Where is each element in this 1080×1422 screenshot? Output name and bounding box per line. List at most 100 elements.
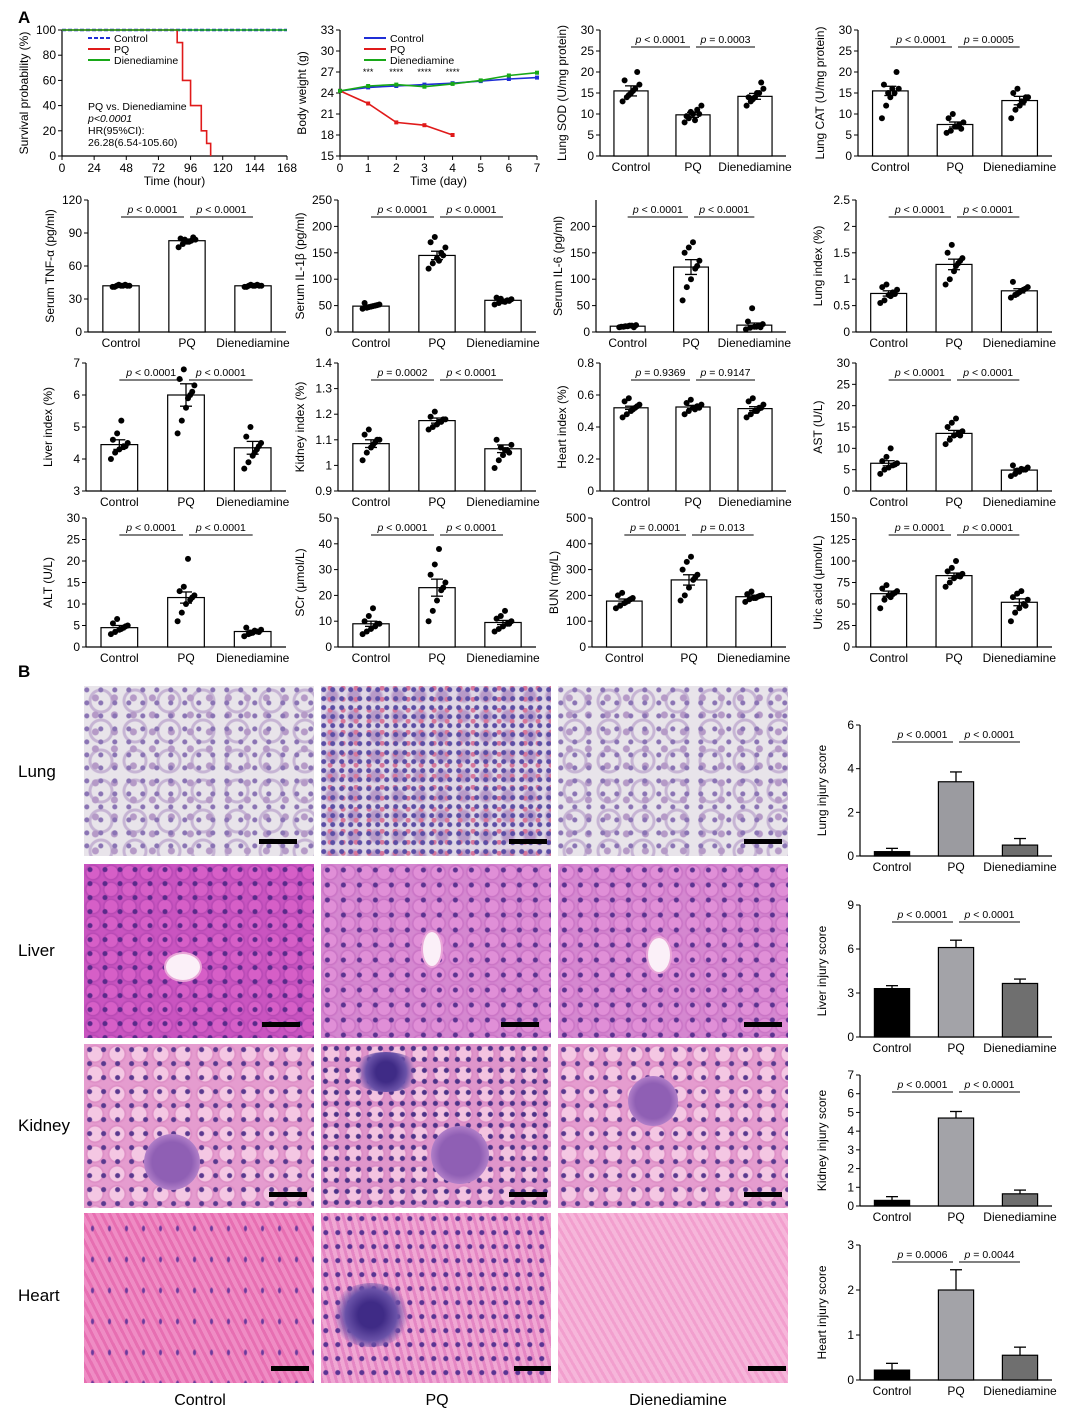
legend-label: Dienediamine [390, 55, 454, 67]
y-tick-label: 2 [847, 1162, 854, 1176]
p-value-label: p < 0.0001 [962, 367, 1013, 379]
bar-pq [168, 240, 206, 333]
y-tick-label: 4 [847, 1124, 854, 1138]
chart-heartscore: 0 1 2 3 Heart injury score Control PQ Dienediam… [815, 1238, 1057, 1398]
data-point [879, 458, 886, 465]
p-value-label: p < 0.0001 [635, 34, 686, 46]
y-tick-label: 0.8 [577, 356, 594, 370]
data-point [757, 324, 764, 331]
y-tick-label: 10 [839, 107, 853, 121]
x-tick-label: 24 [87, 161, 101, 175]
data-point [883, 281, 890, 288]
data-point [948, 241, 955, 248]
data-point [681, 592, 688, 599]
data-point [506, 77, 511, 81]
data-point [176, 588, 183, 595]
micrograph-liver-dienediamine [558, 864, 788, 1038]
data-point [885, 90, 892, 96]
x-tick-label: Control [869, 495, 908, 509]
bar-pq [418, 254, 456, 333]
data-point [431, 561, 438, 568]
data-point [180, 583, 187, 590]
p-value-label: p < 0.0001 [897, 909, 948, 921]
x-tick-label: Control [873, 1041, 912, 1055]
data-point [431, 408, 438, 415]
y-tick-label: 5 [73, 420, 80, 434]
y-tick-label: 30 [321, 44, 335, 58]
y-tick-label: 150 [570, 246, 590, 260]
p-value-label: p < 0.0001 [964, 1079, 1015, 1091]
y-axis-label: Kidney injury score [815, 1089, 829, 1191]
data-point [893, 69, 900, 75]
x-tick-label: Control [100, 651, 139, 665]
bar-pq [937, 946, 975, 1038]
chart-uric: 0 25 50 75 100 125 150 Uric acid (μmol/L) Contro… [811, 511, 1056, 665]
chart-kidneyscore: 0 1 2 3 4 5 6 7 Kidney injury score Control PQ Dien… [815, 1068, 1057, 1224]
bar-control [605, 600, 643, 648]
x-tick-label: Dienediamine [718, 160, 792, 174]
significance-stars: **** [417, 67, 432, 77]
y-tick-label: 90 [69, 226, 83, 240]
y-axis-label: Survival probability (%) [17, 32, 31, 155]
data-point [247, 424, 254, 430]
bar-pq [935, 575, 973, 648]
data-point [1022, 94, 1029, 101]
bar-dienediamine [484, 299, 522, 333]
bar-control [352, 443, 390, 492]
data-point [1022, 285, 1029, 292]
annotation-text: 26.28(6.54-105.60) [88, 137, 177, 149]
chart-liverscore: 0 3 6 9 Liver injury score Control PQ Dienediam… [815, 898, 1057, 1055]
data-point [944, 249, 951, 256]
data-point [636, 81, 643, 88]
x-tick-label: Control [612, 160, 651, 174]
data-point [422, 123, 427, 128]
p-value-label: p < 0.0001 [962, 522, 1013, 534]
y-axis-label: Heart index (%) [555, 385, 569, 468]
y-tick-label: 250 [312, 193, 332, 207]
p-value-label: p < 0.0001 [195, 522, 246, 534]
x-tick-label: Dienediamine [466, 336, 540, 350]
y-tick-label: 24 [321, 86, 335, 100]
data-point [245, 459, 252, 466]
data-point [122, 443, 129, 450]
y-tick-label: 2.5 [833, 193, 850, 207]
data-point [191, 382, 198, 389]
y-tick-label: 30 [319, 563, 333, 577]
y-tick-label: 25 [837, 619, 851, 633]
annotation-text: HR(95%CI): [88, 125, 145, 137]
data-point [434, 597, 440, 604]
x-tick-label: PQ [428, 336, 445, 350]
y-tick-label: 1.4 [315, 356, 332, 370]
significance-stars: **** [446, 67, 461, 77]
data-point [696, 404, 703, 411]
data-point [945, 115, 952, 122]
data-point [491, 464, 498, 471]
x-tick-label: 120 [213, 161, 233, 175]
y-axis-label: Lung injury score [815, 744, 829, 836]
y-tick-label: 0 [847, 1199, 854, 1213]
data-point [427, 413, 434, 420]
data-point [942, 583, 949, 590]
data-point [623, 411, 630, 418]
data-point [174, 618, 181, 625]
p-value-label: p = 0.0006 [897, 1249, 948, 1261]
y-tick-label: 40 [43, 99, 57, 113]
x-tick-label: PQ [684, 495, 701, 509]
p-value-label: p < 0.0001 [894, 204, 945, 216]
y-tick-label: 27 [321, 65, 335, 79]
p-value-label: p < 0.0001 [897, 1079, 948, 1091]
bar-control [613, 90, 649, 157]
data-point [394, 82, 399, 87]
data-point [758, 79, 765, 86]
data-point [450, 133, 455, 137]
x-tick-label: Dienediamine [717, 651, 791, 665]
bar-control [871, 90, 909, 157]
bar-dienediamine [1001, 1354, 1039, 1381]
y-tick-label: 4 [73, 452, 80, 466]
micrograph-heart-dienediamine [558, 1213, 788, 1383]
data-point [508, 441, 515, 448]
y-axis-label: Liver index (%) [41, 387, 55, 467]
y-tick-label: 7 [847, 1068, 854, 1082]
data-point [944, 424, 951, 430]
p-value-label: p < 0.0001 [196, 204, 247, 216]
